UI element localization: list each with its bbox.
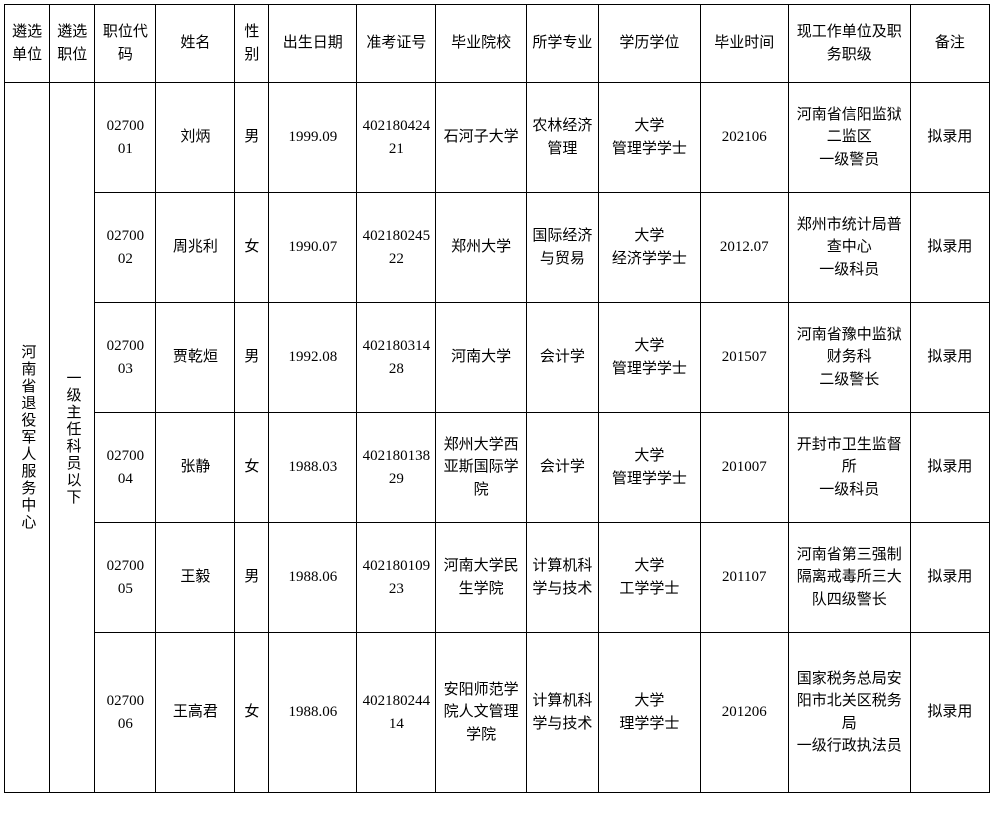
- workunit-cell: 郑州市统计局普查中心一级科员: [788, 193, 910, 303]
- major-cell: 会计学: [526, 413, 598, 523]
- degree-cell: 大学经济学学士: [599, 193, 701, 303]
- name-cell: 贾乾烜: [156, 303, 235, 413]
- gradtime-cell: 2012.07: [700, 193, 788, 303]
- school-cell: 河南大学民生学院: [436, 523, 526, 633]
- exam-cell: 40218024522: [357, 193, 436, 303]
- table-row: 0270003 贾乾烜 男 1992.08 40218031428 河南大学 会…: [5, 303, 990, 413]
- gradtime-cell: 202106: [700, 83, 788, 193]
- degree-cell: 大学管理学学士: [599, 83, 701, 193]
- name-cell: 王毅: [156, 523, 235, 633]
- remark-cell: 拟录用: [910, 523, 989, 633]
- school-cell: 郑州大学西亚斯国际学院: [436, 413, 526, 523]
- exam-cell: 40218042421: [357, 83, 436, 193]
- table-row: 0270006 王高君 女 1988.06 40218024414 安阳师范学院…: [5, 633, 990, 793]
- table-row: 0270005 王毅 男 1988.06 40218010923 河南大学民生学…: [5, 523, 990, 633]
- gender-cell: 男: [235, 523, 269, 633]
- exam-cell: 40218024414: [357, 633, 436, 793]
- birth-cell: 1992.08: [269, 303, 357, 413]
- birth-cell: 1999.09: [269, 83, 357, 193]
- header-exam: 准考证号: [357, 5, 436, 83]
- gradtime-cell: 201107: [700, 523, 788, 633]
- header-position: 遴选职位: [50, 5, 95, 83]
- name-cell: 张静: [156, 413, 235, 523]
- code-cell: 0270004: [95, 413, 156, 523]
- gender-cell: 男: [235, 83, 269, 193]
- header-school: 毕业院校: [436, 5, 526, 83]
- degree-cell: 大学理学学士: [599, 633, 701, 793]
- school-cell: 河南大学: [436, 303, 526, 413]
- personnel-table: 遴选单位 遴选职位 职位代码 姓名 性别 出生日期 准考证号 毕业院校 所学专业…: [4, 4, 990, 793]
- name-cell: 王高君: [156, 633, 235, 793]
- table-row: 0270004 张静 女 1988.03 40218013829 郑州大学西亚斯…: [5, 413, 990, 523]
- header-unit: 遴选单位: [5, 5, 50, 83]
- position-name: 一级主任科员以下: [61, 370, 84, 506]
- major-cell: 计算机科学与技术: [526, 523, 598, 633]
- position-cell: 一级主任科员以下: [50, 83, 95, 793]
- workunit-cell: 河南省信阳监狱二监区一级警员: [788, 83, 910, 193]
- major-cell: 会计学: [526, 303, 598, 413]
- degree-cell: 大学工学学士: [599, 523, 701, 633]
- code-cell: 0270006: [95, 633, 156, 793]
- birth-cell: 1988.06: [269, 523, 357, 633]
- gradtime-cell: 201007: [700, 413, 788, 523]
- workunit-cell: 开封市卫生监督所一级科员: [788, 413, 910, 523]
- exam-cell: 40218031428: [357, 303, 436, 413]
- header-major: 所学专业: [526, 5, 598, 83]
- table-body: 河南省退役军人服务中心 一级主任科员以下 0270001 刘炳 男 1999.0…: [5, 83, 990, 793]
- remark-cell: 拟录用: [910, 303, 989, 413]
- remark-cell: 拟录用: [910, 633, 989, 793]
- unit-name: 河南省退役军人服务中心: [16, 344, 39, 531]
- table-row: 0270002 周兆利 女 1990.07 40218024522 郑州大学 国…: [5, 193, 990, 303]
- gradtime-cell: 201507: [700, 303, 788, 413]
- header-name: 姓名: [156, 5, 235, 83]
- header-gradtime: 毕业时间: [700, 5, 788, 83]
- gender-cell: 女: [235, 413, 269, 523]
- name-cell: 刘炳: [156, 83, 235, 193]
- header-gender: 性别: [235, 5, 269, 83]
- major-cell: 国际经济与贸易: [526, 193, 598, 303]
- remark-cell: 拟录用: [910, 83, 989, 193]
- school-cell: 石河子大学: [436, 83, 526, 193]
- workunit-cell: 河南省豫中监狱财务科二级警长: [788, 303, 910, 413]
- remark-cell: 拟录用: [910, 413, 989, 523]
- gradtime-cell: 201206: [700, 633, 788, 793]
- degree-cell: 大学管理学学士: [599, 413, 701, 523]
- code-cell: 0270002: [95, 193, 156, 303]
- header-degree: 学历学位: [599, 5, 701, 83]
- birth-cell: 1990.07: [269, 193, 357, 303]
- major-cell: 计算机科学与技术: [526, 633, 598, 793]
- name-cell: 周兆利: [156, 193, 235, 303]
- header-remark: 备注: [910, 5, 989, 83]
- gender-cell: 女: [235, 633, 269, 793]
- school-cell: 安阳师范学院人文管理学院: [436, 633, 526, 793]
- birth-cell: 1988.03: [269, 413, 357, 523]
- code-cell: 0270005: [95, 523, 156, 633]
- header-birth: 出生日期: [269, 5, 357, 83]
- table-row: 河南省退役军人服务中心 一级主任科员以下 0270001 刘炳 男 1999.0…: [5, 83, 990, 193]
- code-cell: 0270003: [95, 303, 156, 413]
- header-workunit: 现工作单位及职务职级: [788, 5, 910, 83]
- unit-cell: 河南省退役军人服务中心: [5, 83, 50, 793]
- degree-cell: 大学管理学学士: [599, 303, 701, 413]
- gender-cell: 男: [235, 303, 269, 413]
- workunit-cell: 河南省第三强制隔离戒毒所三大队四级警长: [788, 523, 910, 633]
- exam-cell: 40218010923: [357, 523, 436, 633]
- major-cell: 农林经济管理: [526, 83, 598, 193]
- header-code: 职位代码: [95, 5, 156, 83]
- birth-cell: 1988.06: [269, 633, 357, 793]
- exam-cell: 40218013829: [357, 413, 436, 523]
- school-cell: 郑州大学: [436, 193, 526, 303]
- workunit-cell: 国家税务总局安阳市北关区税务局一级行政执法员: [788, 633, 910, 793]
- gender-cell: 女: [235, 193, 269, 303]
- code-cell: 0270001: [95, 83, 156, 193]
- remark-cell: 拟录用: [910, 193, 989, 303]
- header-row: 遴选单位 遴选职位 职位代码 姓名 性别 出生日期 准考证号 毕业院校 所学专业…: [5, 5, 990, 83]
